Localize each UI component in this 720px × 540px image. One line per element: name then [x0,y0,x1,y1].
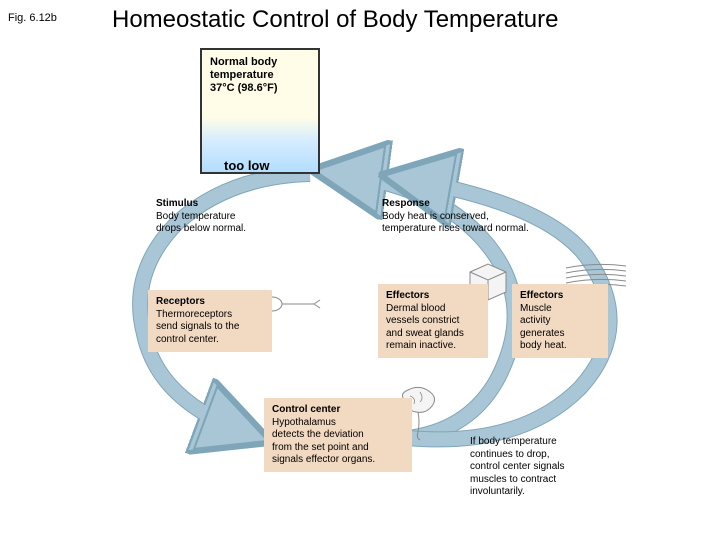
eff1-heading: Effectors [386,290,429,301]
eff1-t4: remain inactive. [386,340,456,351]
note-t1: If body temperature [470,436,557,447]
response-t1: Body heat is conserved, [382,211,489,222]
eff1-t3: and sweat glands [386,328,464,339]
note-t3: control center signals [470,461,565,472]
eff1-t1: Dermal blood [386,303,445,314]
stimulus-t1: Body temperature [156,211,236,222]
receptors-t3: control center. [156,334,219,345]
control-t4: signals effector organs. [272,454,375,465]
eff2-t4: body heat. [520,340,567,351]
receptors-box: Receptors Thermoreceptors send signals t… [148,290,272,352]
eff2-t2: activity [520,315,551,326]
receptors-heading: Receptors [156,296,205,307]
receptors-t2: send signals to the [156,321,239,332]
eff2-heading: Effectors [520,290,563,301]
response-block: Response Body heat is conserved, tempera… [382,198,529,236]
stimulus-heading: Stimulus [156,198,198,209]
stimulus-t2: drops below normal. [156,223,246,234]
control-heading: Control center [272,404,340,415]
control-t3: from the set point and [272,442,369,453]
control-t1: Hypothalamus [272,417,336,428]
receptors-t1: Thermoreceptors [156,309,232,320]
note-t2: continues to drop, [470,449,550,460]
note-t4: muscles to contract [470,474,556,485]
effectors-vessels-box: Effectors Dermal blood vessels constrict… [378,284,488,358]
stimulus-block: Stimulus Body temperature drops below no… [156,198,246,236]
eff2-t3: generates [520,328,564,339]
response-t2: temperature rises toward normal. [382,223,529,234]
footnote-block: If body temperature continues to drop, c… [470,436,565,499]
page-title: Homeostatic Control of Body Temperature [112,6,558,34]
note-t5: involuntarily. [470,486,525,497]
normal-line3: 37°C (98.6°F) [210,82,310,94]
response-heading: Response [382,198,430,209]
control-t2: detects the deviation [272,429,364,440]
normal-line1: Normal body [210,56,310,69]
figure-label: Fig. 6.12b [8,12,57,24]
eff2-t1: Muscle [520,303,552,314]
normal-setpoint-box: Normal body temperature 37°C (98.6°F) to… [200,48,320,174]
too-low-label: too low [224,158,270,173]
effectors-muscle-box: Effectors Muscle activity generates body… [512,284,608,358]
control-center-box: Control center Hypothalamus detects the … [264,398,412,472]
normal-line2: temperature [210,69,310,82]
eff1-t2: vessels constrict [386,315,459,326]
